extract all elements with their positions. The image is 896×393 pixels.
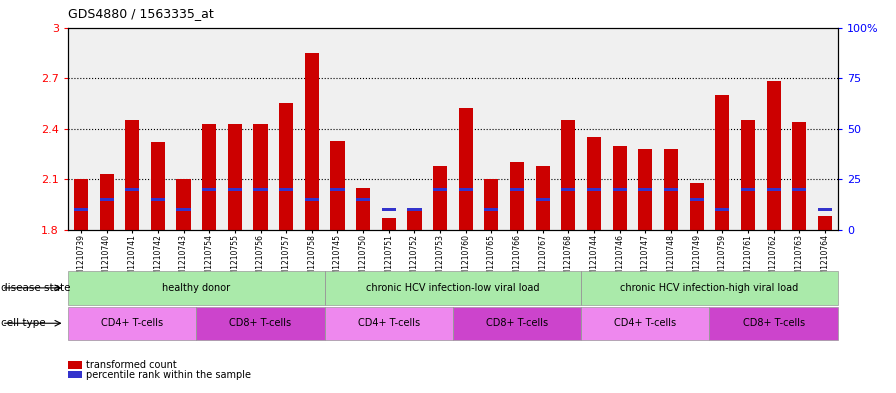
Bar xyxy=(202,124,216,230)
Text: healthy donor: healthy donor xyxy=(162,283,230,293)
Bar xyxy=(125,188,139,191)
Bar xyxy=(715,208,729,211)
Bar xyxy=(792,188,806,191)
Text: CD8+ T-cells: CD8+ T-cells xyxy=(486,318,548,328)
Bar xyxy=(280,103,293,230)
Bar xyxy=(452,307,582,340)
Bar xyxy=(151,142,165,230)
Bar xyxy=(382,208,396,211)
Bar xyxy=(536,166,550,230)
Bar xyxy=(331,188,345,191)
Bar xyxy=(324,271,582,305)
Bar xyxy=(459,188,473,191)
Bar xyxy=(324,307,452,340)
Bar xyxy=(305,53,319,230)
Bar xyxy=(582,271,838,305)
Bar xyxy=(715,95,729,230)
Bar xyxy=(228,124,242,230)
Bar xyxy=(254,188,268,191)
Text: CD8+ T-cells: CD8+ T-cells xyxy=(229,318,291,328)
Bar xyxy=(73,179,88,230)
Bar xyxy=(331,141,345,230)
Bar xyxy=(485,208,498,211)
Bar xyxy=(561,120,575,230)
Bar xyxy=(561,188,575,191)
Bar xyxy=(613,188,626,191)
Text: transformed count: transformed count xyxy=(86,360,177,370)
Bar xyxy=(664,149,678,230)
Bar xyxy=(510,162,524,230)
Bar xyxy=(202,188,216,191)
Text: CD4+ T-cells: CD4+ T-cells xyxy=(358,318,420,328)
Text: chronic HCV infection-low viral load: chronic HCV infection-low viral load xyxy=(366,283,539,293)
Bar xyxy=(125,120,139,230)
Bar xyxy=(177,179,191,230)
Bar xyxy=(587,137,601,230)
Bar xyxy=(433,188,447,191)
Bar xyxy=(99,198,114,201)
Bar xyxy=(741,120,755,230)
Bar xyxy=(638,188,652,191)
Bar xyxy=(587,188,601,191)
Bar xyxy=(582,307,710,340)
Bar xyxy=(741,188,755,191)
Bar xyxy=(408,208,421,211)
Bar xyxy=(382,218,396,230)
Bar xyxy=(536,198,550,201)
Bar xyxy=(196,307,324,340)
Bar xyxy=(690,198,703,201)
Bar xyxy=(73,208,88,211)
Text: percentile rank within the sample: percentile rank within the sample xyxy=(86,370,251,380)
Bar xyxy=(433,166,447,230)
Text: CD8+ T-cells: CD8+ T-cells xyxy=(743,318,805,328)
Text: CD4+ T-cells: CD4+ T-cells xyxy=(101,318,163,328)
Text: CD4+ T-cells: CD4+ T-cells xyxy=(615,318,676,328)
Bar xyxy=(99,174,114,230)
Bar xyxy=(459,108,473,230)
Bar xyxy=(767,81,780,230)
Bar xyxy=(710,307,838,340)
Text: cell type: cell type xyxy=(1,318,46,328)
Bar xyxy=(510,188,524,191)
Bar xyxy=(254,124,268,230)
Bar xyxy=(356,198,370,201)
Bar xyxy=(151,198,165,201)
Bar xyxy=(356,188,370,230)
Text: disease state: disease state xyxy=(1,283,71,293)
Text: GDS4880 / 1563335_at: GDS4880 / 1563335_at xyxy=(68,7,214,20)
Bar xyxy=(68,271,324,305)
Bar xyxy=(664,188,678,191)
Bar xyxy=(485,179,498,230)
Bar xyxy=(305,198,319,201)
Bar xyxy=(690,183,703,230)
Bar xyxy=(818,217,832,230)
Bar xyxy=(177,208,191,211)
Bar xyxy=(408,208,421,230)
Bar xyxy=(280,188,293,191)
Bar xyxy=(613,145,626,230)
Bar xyxy=(638,149,652,230)
Text: chronic HCV infection-high viral load: chronic HCV infection-high viral load xyxy=(620,283,798,293)
Bar xyxy=(228,188,242,191)
Bar xyxy=(767,188,780,191)
Bar xyxy=(818,208,832,211)
Bar xyxy=(68,307,196,340)
Bar xyxy=(792,122,806,230)
